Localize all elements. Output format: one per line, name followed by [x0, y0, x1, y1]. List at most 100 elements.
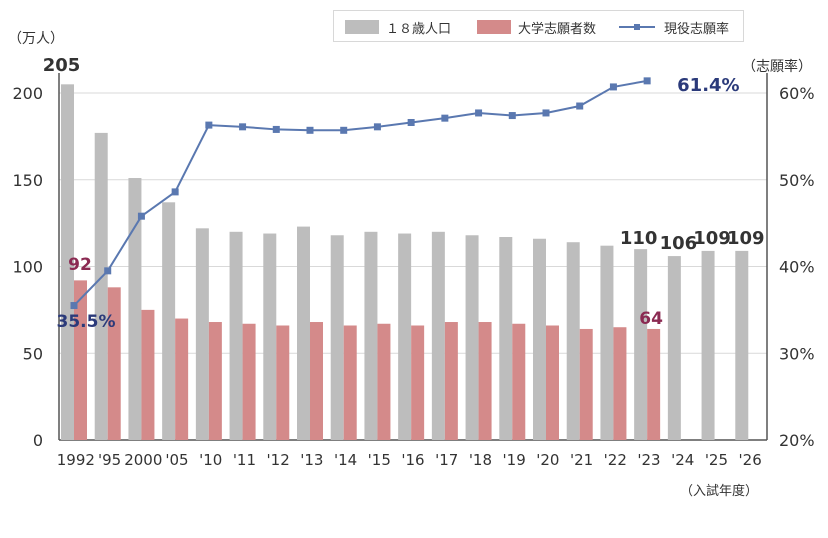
- y-axis-title: （万人）: [8, 31, 64, 47]
- y-tick-label: 100: [12, 258, 43, 277]
- bar-applicants: [613, 327, 627, 440]
- bar-applicants: [74, 280, 87, 440]
- bar-population: [667, 256, 681, 440]
- point-rate: [137, 212, 145, 220]
- data-label: 64: [639, 309, 663, 329]
- bar-population: [162, 202, 176, 440]
- point-rate: [542, 109, 550, 117]
- x-tick-label: '16: [401, 451, 424, 469]
- bar-applicants: [310, 322, 323, 440]
- bar-applicants: [377, 323, 391, 440]
- data-label: 109: [693, 228, 731, 249]
- bar-population: [297, 226, 310, 440]
- legend-label-applicants: 大学志願者数: [518, 22, 597, 37]
- bar-applicants: [546, 325, 559, 440]
- y-tick-label: 150: [12, 171, 43, 190]
- bar-population: [701, 250, 715, 440]
- bar-population: [61, 84, 74, 440]
- x-tick-label: '95: [98, 451, 121, 469]
- data-label: 61.4%: [677, 75, 739, 96]
- bar-applicants: [444, 322, 458, 440]
- point-rate: [373, 123, 381, 131]
- y2-tick-label: 20%: [779, 431, 815, 450]
- point-rate: [70, 302, 78, 310]
- bar-applicants: [242, 323, 256, 440]
- x-tick-label: '24: [671, 451, 694, 469]
- point-rate: [609, 83, 617, 91]
- y2-tick-label: 50%: [779, 171, 815, 190]
- y2-tick-label: 40%: [779, 258, 815, 277]
- bar-applicants: [411, 325, 425, 440]
- y2-axis-title: （志願率）: [742, 59, 812, 75]
- legend-swatch-applicants: [477, 20, 511, 34]
- x-tick-label: '05: [165, 451, 188, 469]
- x-tick-label: '26: [739, 451, 762, 469]
- x-tick-label: 2000: [124, 451, 162, 469]
- bar-population: [566, 242, 580, 440]
- legend-label-rate: 現役志願率: [664, 22, 730, 37]
- bar-population: [735, 250, 749, 440]
- legend-line-rate: [619, 24, 655, 30]
- bar-applicants: [478, 322, 492, 440]
- legend-swatch-population: [345, 20, 379, 34]
- bar-population: [128, 178, 142, 440]
- point-rate: [239, 123, 247, 131]
- bar-population: [364, 231, 378, 440]
- data-label: 109: [727, 228, 765, 249]
- point-rate: [441, 114, 449, 122]
- x-tick-label: 1992: [57, 451, 95, 469]
- x-tick-label: '11: [233, 451, 256, 469]
- x-tick-label: '25: [705, 451, 728, 469]
- bar-applicants: [343, 325, 357, 440]
- point-rate: [205, 121, 213, 129]
- x-tick-label: '15: [368, 451, 391, 469]
- point-rate: [272, 125, 280, 133]
- bar-population: [431, 231, 445, 440]
- point-rate: [306, 126, 314, 134]
- x-tick-label: '20: [536, 451, 559, 469]
- bar-applicants: [141, 309, 155, 440]
- x-tick-label: '21: [570, 451, 593, 469]
- x-tick-label: '19: [503, 451, 526, 469]
- point-rate: [508, 112, 516, 120]
- bar-population: [263, 233, 277, 440]
- data-label: 106: [660, 233, 698, 254]
- bar-applicants: [276, 325, 290, 440]
- y-tick-label: 200: [12, 84, 43, 103]
- bar-applicants: [647, 328, 661, 440]
- bar-population: [533, 238, 546, 440]
- legend-label-population: １８歳人口: [386, 22, 452, 37]
- y2-tick-label: 30%: [779, 344, 815, 363]
- x-tick-label: '13: [300, 451, 323, 469]
- x-axis-unit: （入試年度）: [680, 484, 759, 499]
- x-tick-label: '12: [267, 451, 290, 469]
- bar-applicants: [512, 323, 526, 440]
- line-rate: [73, 79, 648, 307]
- data-label: 205: [43, 55, 81, 76]
- bar-population: [330, 235, 344, 440]
- x-tick-label: '18: [469, 451, 492, 469]
- x-tick-label: '14: [334, 451, 357, 469]
- point-rate: [340, 126, 348, 134]
- x-tick-label: '17: [435, 451, 458, 469]
- point-rate: [171, 188, 179, 196]
- bar-applicants: [107, 287, 121, 440]
- bar-applicants: [579, 328, 593, 440]
- data-label: 35.5%: [57, 312, 116, 332]
- data-label: 110: [620, 228, 658, 249]
- bar-population: [465, 235, 479, 440]
- bar-population: [195, 228, 209, 440]
- point-rate: [576, 102, 584, 110]
- x-tick-label: '22: [604, 451, 627, 469]
- bar-population: [229, 231, 243, 440]
- bar-population: [499, 237, 513, 440]
- bar-population: [398, 233, 412, 440]
- point-rate: [643, 77, 651, 85]
- bar-population: [600, 245, 614, 440]
- bar-applicants: [208, 322, 222, 440]
- point-rate: [407, 118, 415, 126]
- y-tick-label: 50: [23, 344, 43, 363]
- point-rate: [475, 109, 483, 117]
